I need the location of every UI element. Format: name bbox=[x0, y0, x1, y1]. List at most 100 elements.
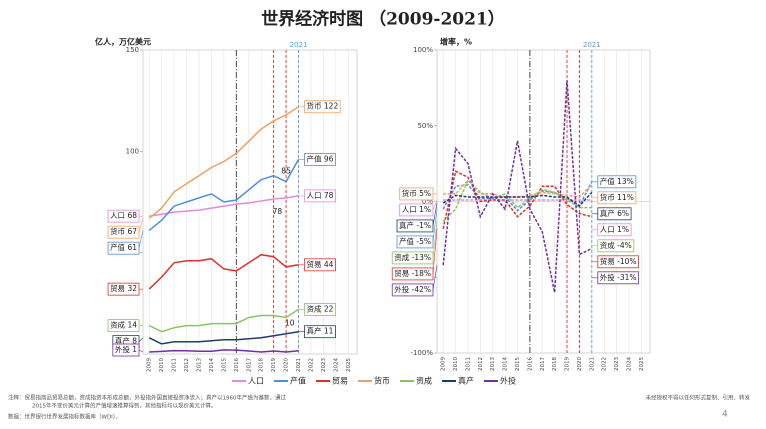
footnote: 注释：贸易指商品贸易总额，资成指资本形成总额，外投指外国直接投资净流入；真产以1… bbox=[8, 394, 287, 402]
value-label: 人口 68 bbox=[107, 209, 140, 223]
x-tick-label: 2010 bbox=[453, 357, 459, 371]
value-label: 货币 122 bbox=[304, 100, 341, 114]
page-number: 4 bbox=[722, 410, 728, 420]
x-tick-label: 2015 bbox=[221, 358, 227, 372]
y-tick-label: 100 bbox=[126, 147, 139, 155]
annotation: 85 bbox=[281, 167, 291, 176]
legend-label: 贸易 bbox=[332, 376, 348, 386]
x-tick-label: 2025 bbox=[346, 358, 352, 372]
value-label: 真产 6% bbox=[597, 207, 632, 221]
reference-label: 2021 bbox=[290, 41, 308, 49]
value-label-text: 人口 78 bbox=[307, 191, 334, 200]
leader bbox=[432, 221, 438, 258]
x-tick-label: 2024 bbox=[333, 358, 339, 372]
value-label-text: 资成 -13% bbox=[394, 252, 431, 262]
x-tick-label: 2020 bbox=[577, 357, 583, 371]
reference-label: 2021 bbox=[583, 41, 601, 49]
value-label: 人口 1% bbox=[597, 223, 632, 237]
leader bbox=[432, 265, 438, 290]
value-label: 资成 22 bbox=[304, 303, 336, 316]
y-tick-label: -100% bbox=[410, 349, 433, 357]
leader bbox=[138, 337, 144, 342]
value-label-text: 贸易 -10% bbox=[600, 256, 637, 266]
series-line bbox=[148, 330, 299, 345]
series-line bbox=[148, 159, 300, 231]
value-label-text: 真产 6% bbox=[600, 208, 629, 218]
x-tick-label: 2014 bbox=[209, 358, 215, 372]
series-line bbox=[149, 349, 299, 353]
value-label: 贸易 -10% bbox=[597, 255, 639, 269]
value-label-text: 贸易 44 bbox=[307, 259, 334, 269]
value-label: 资成 14 bbox=[107, 319, 140, 333]
value-label: 产值 13% bbox=[597, 175, 637, 189]
value-label-text: 产值 61 bbox=[110, 242, 137, 252]
value-label-text: 产值 13% bbox=[600, 176, 634, 186]
series-line bbox=[148, 106, 299, 219]
x-tick-label: 2012 bbox=[478, 357, 484, 371]
x-tick-label: 2014 bbox=[503, 357, 509, 371]
value-label: 真产 -1% bbox=[396, 219, 434, 233]
legend-label: 外投 bbox=[500, 376, 516, 386]
y-axis-label: 亿人，万亿美元 bbox=[95, 37, 151, 47]
value-label: 产值 -5% bbox=[396, 235, 434, 249]
plot-frame bbox=[436, 49, 651, 354]
series-line bbox=[442, 170, 592, 229]
annotation: 78 bbox=[273, 207, 283, 216]
x-tick-label: 2021 bbox=[589, 357, 595, 371]
y-tick-label: 150 bbox=[126, 46, 139, 54]
value-label-text: 产值 96 bbox=[307, 153, 334, 163]
y-tick-label: 0% bbox=[422, 198, 433, 206]
x-tick-label: 2021 bbox=[296, 358, 302, 372]
value-label: 外投 -42% bbox=[391, 283, 434, 297]
value-label: 贸易 -18% bbox=[391, 267, 434, 281]
value-label-text: 货币 5% bbox=[402, 188, 431, 198]
x-tick-label: 2023 bbox=[321, 358, 327, 372]
x-tick-label: 2018 bbox=[259, 358, 265, 372]
page-title: 世界经济时图 （2009-2021） bbox=[261, 9, 505, 30]
value-label: 产值 96 bbox=[304, 153, 336, 166]
x-tick-label: 2022 bbox=[308, 358, 314, 372]
legend-label: 货币 bbox=[374, 376, 390, 386]
series-line bbox=[442, 181, 593, 212]
x-tick-label: 2012 bbox=[184, 358, 190, 372]
x-tick-label: 2010 bbox=[159, 358, 165, 372]
legend-label: 资成 bbox=[416, 376, 432, 386]
leader bbox=[138, 349, 144, 353]
value-label-text: 真产 -1% bbox=[399, 220, 431, 230]
leader bbox=[432, 202, 438, 226]
value-label-text: 外投 1 bbox=[115, 344, 137, 354]
value-label-text: 资成 14 bbox=[110, 320, 137, 330]
leader bbox=[432, 199, 438, 211]
value-label: 贸易 44 bbox=[304, 258, 336, 272]
annotation: 10 bbox=[285, 319, 295, 328]
x-tick-label: 2013 bbox=[490, 357, 496, 371]
x-tick-label: 2016 bbox=[234, 358, 240, 372]
value-label: 资成 -13% bbox=[391, 251, 434, 265]
x-tick-label: 2023 bbox=[614, 357, 620, 371]
x-tick-label: 2024 bbox=[626, 357, 632, 371]
value-label-text: 货币 67 bbox=[110, 226, 137, 236]
value-label-text: 货币 11% bbox=[600, 192, 634, 202]
value-label-text: 人口 68 bbox=[110, 211, 137, 220]
legend-label: 产值 bbox=[290, 376, 306, 386]
value-label-text: 人口 1% bbox=[600, 225, 629, 234]
y-tick-label: 100% bbox=[413, 46, 433, 54]
value-label: 货币 5% bbox=[399, 187, 434, 201]
value-label-text: 外投 -42% bbox=[394, 284, 431, 294]
series-line bbox=[149, 195, 299, 217]
x-tick-label: 2019 bbox=[565, 357, 571, 371]
value-label: 货币 67 bbox=[107, 225, 140, 239]
x-tick-label: 2025 bbox=[639, 357, 645, 371]
leader bbox=[432, 209, 438, 242]
value-label: 货币 11% bbox=[597, 191, 637, 205]
value-label-text: 贸易 32 bbox=[110, 283, 137, 293]
x-tick-label: 2022 bbox=[602, 357, 608, 371]
x-tick-label: 2011 bbox=[465, 357, 471, 371]
leader bbox=[138, 218, 144, 233]
value-label: 资成 -4% bbox=[597, 239, 635, 253]
value-label: 外投 1 bbox=[112, 343, 140, 357]
legend-label: 人口 bbox=[248, 377, 264, 386]
x-tick-label: 2011 bbox=[172, 358, 178, 372]
series-line bbox=[442, 80, 593, 293]
